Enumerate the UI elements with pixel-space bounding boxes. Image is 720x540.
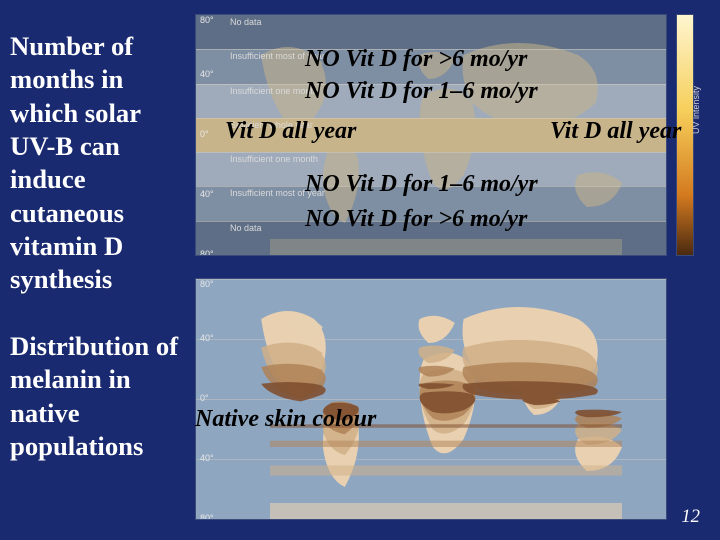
lat-tick-top-2: 0° [200, 129, 209, 139]
lat-tick-bottom-2: 0° [200, 393, 209, 403]
lat-tick-bottom-1: 40° [200, 333, 214, 343]
lat-tick-bottom-3: 40° [200, 453, 214, 463]
map-melanin: 80° 40° 0° 40° 80° [195, 278, 667, 520]
lat-tick-top-4: 80° [200, 249, 214, 256]
band-label-0: No data [230, 17, 262, 27]
annotation-0: NO Vit D for >6 mo/yr [305, 45, 527, 74]
lat-tick-top-1: 40° [200, 69, 214, 79]
caption-melanin: Distribution of melanin in native popula… [10, 330, 190, 463]
annotation-3: Vit D all year [550, 117, 681, 146]
lat-tick-bottom-0: 80° [200, 279, 214, 289]
colorbar-label: UV intensity [691, 86, 701, 134]
annotation-4: NO Vit D for 1–6 mo/yr [305, 170, 538, 199]
band-label-6: No data [230, 223, 262, 233]
label-native-skin: Native skin colour [195, 405, 376, 434]
slide-root: No dataInsufficient most of yearInsuffic… [0, 0, 720, 540]
page-number: 12 [681, 506, 700, 528]
annotation-2: Vit D all year [225, 117, 356, 146]
lat-tick-bottom-4: 80° [200, 513, 214, 520]
annotation-5: NO Vit D for >6 mo/yr [305, 205, 527, 234]
band-label-4: Insufficient one month [230, 154, 318, 164]
caption-uvb: Number of months in which solar UV-B can… [10, 30, 180, 297]
lat-tick-top-0: 80° [200, 15, 214, 25]
annotation-1: NO Vit D for 1–6 mo/yr [305, 77, 538, 106]
lat-tick-top-3: 40° [200, 189, 214, 199]
